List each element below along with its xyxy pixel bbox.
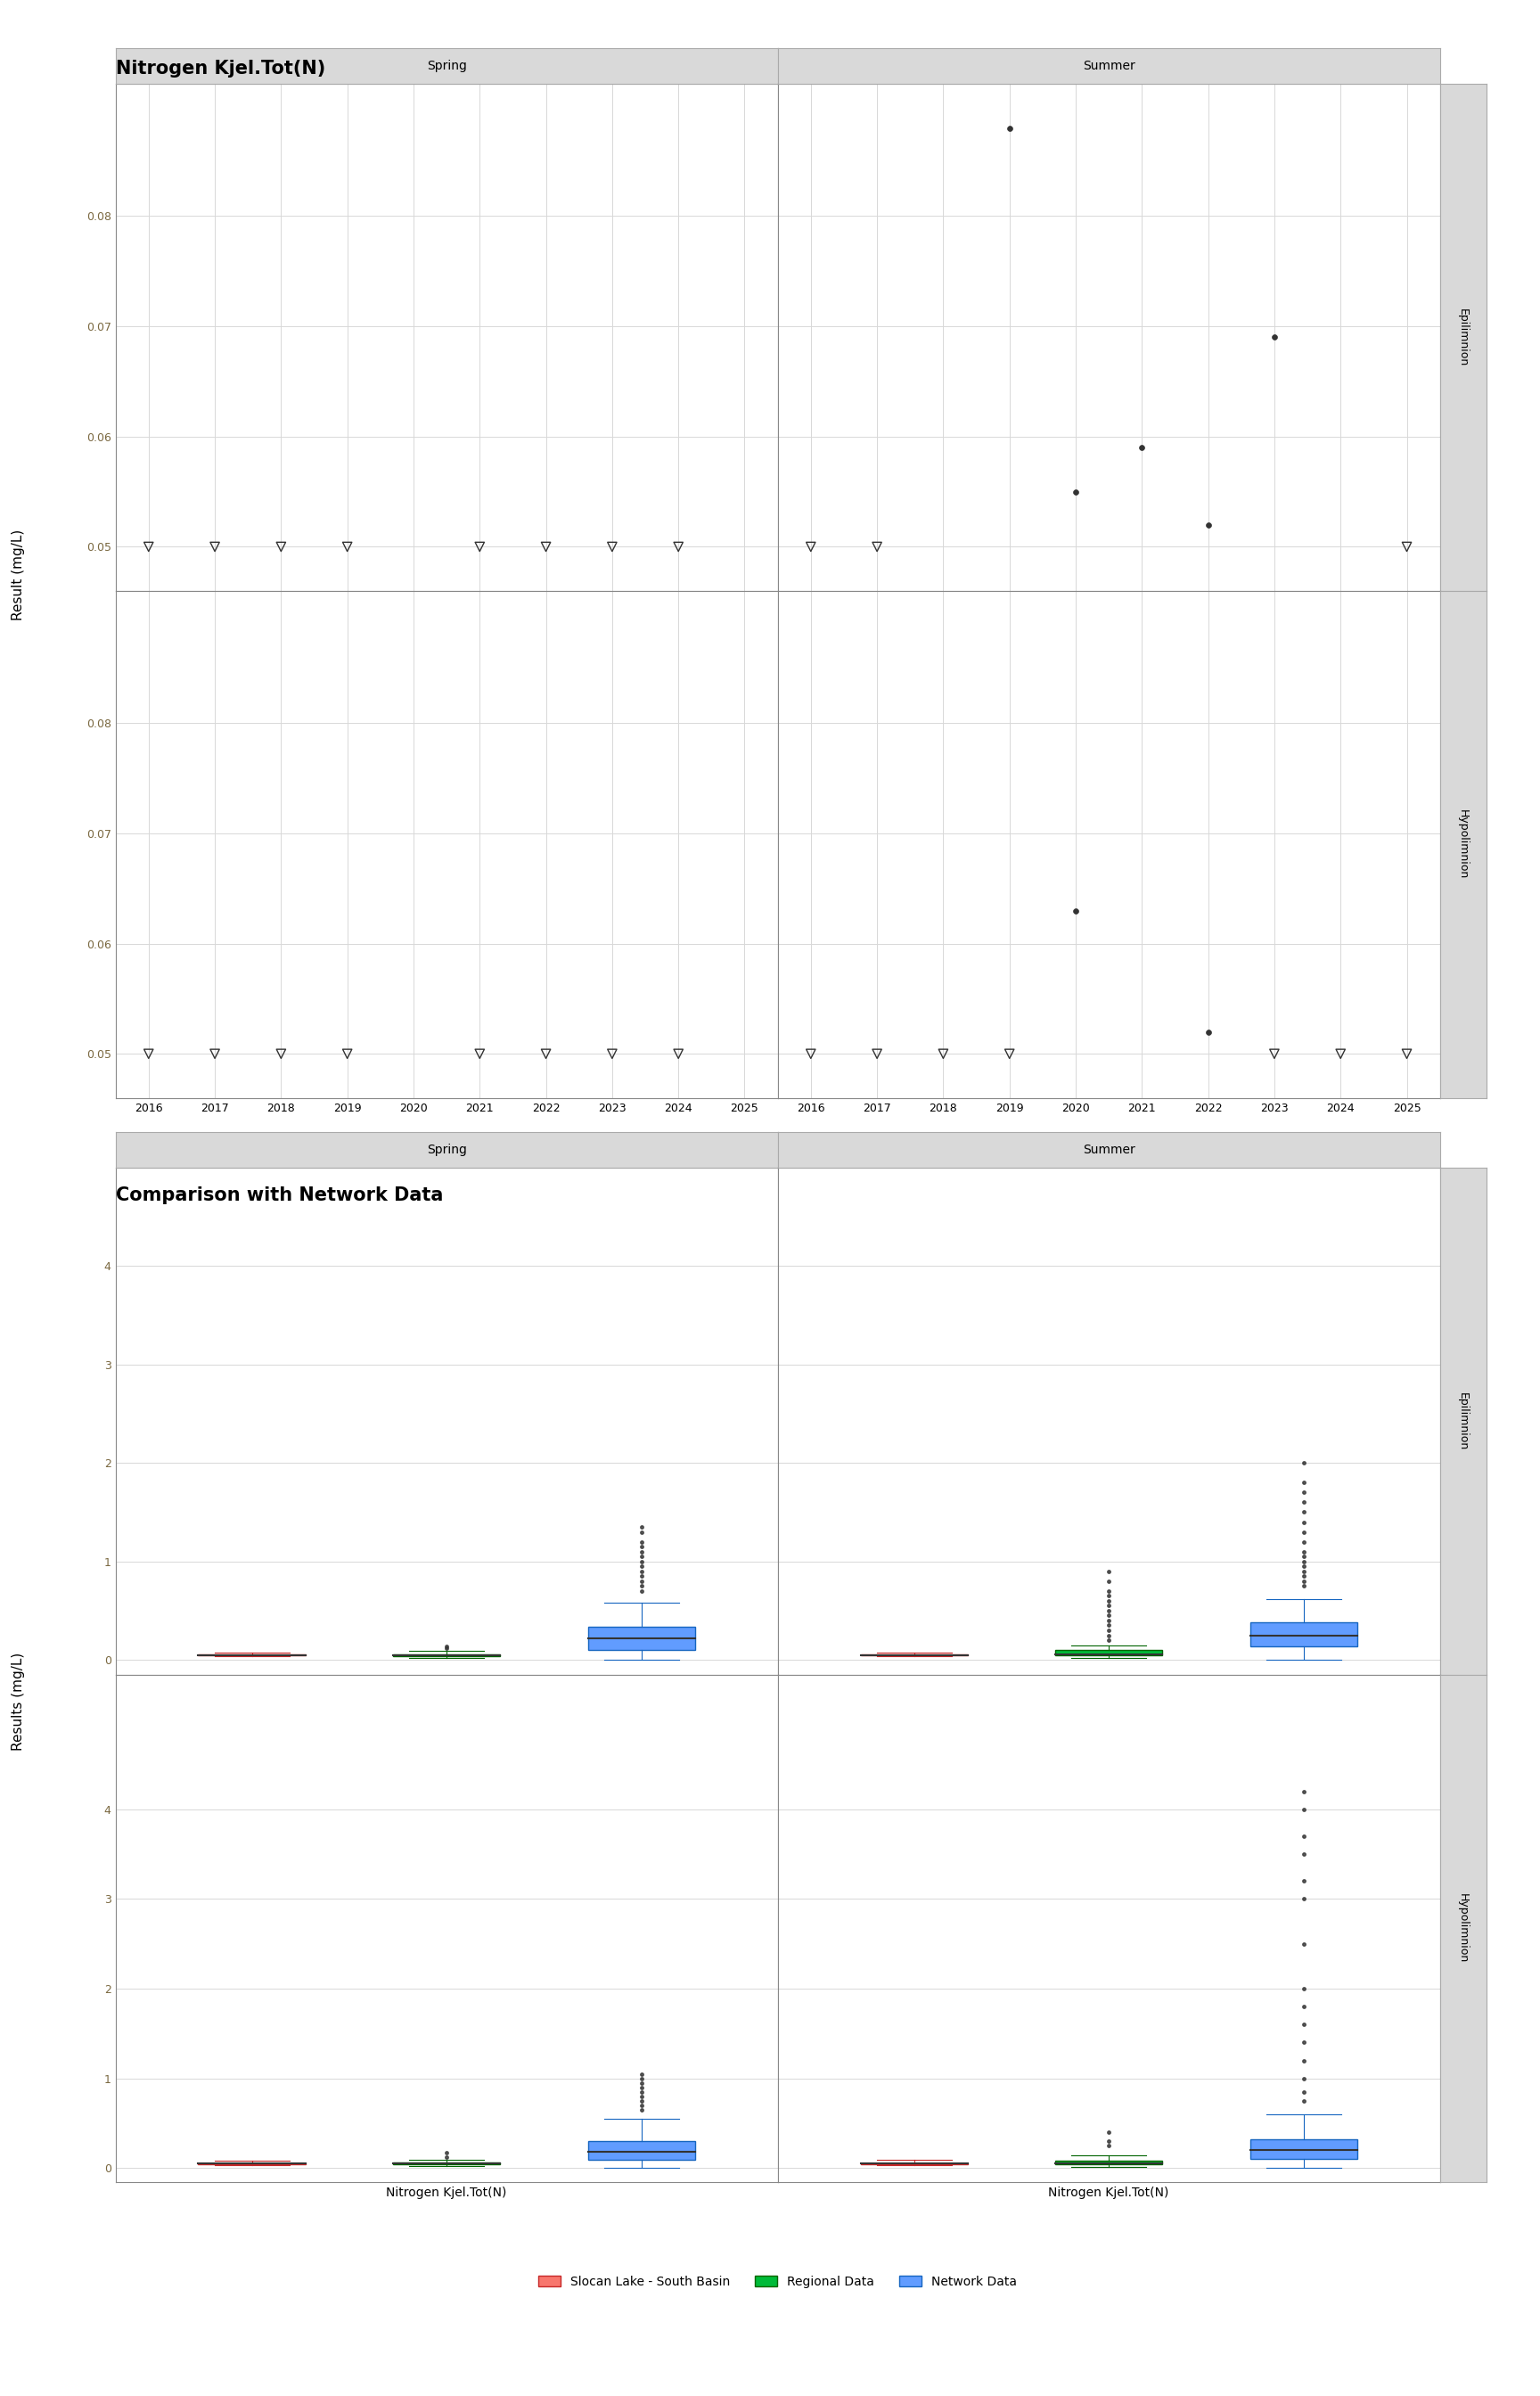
Point: [1064, 891, 1089, 930]
Point: [467, 1035, 491, 1073]
Point: [1064, 472, 1089, 510]
Point: [534, 527, 559, 565]
Bar: [1055, 1651, 1163, 1656]
Point: [203, 527, 228, 565]
Point: [1395, 1035, 1420, 1073]
Point: [865, 527, 890, 565]
Bar: [588, 2142, 695, 2161]
Point: [270, 527, 294, 565]
Point: [1263, 1035, 1287, 1073]
Point: [601, 1035, 625, 1073]
Point: [1395, 527, 1420, 565]
Point: [1263, 319, 1287, 357]
Point: [799, 1035, 824, 1073]
Point: [336, 1035, 360, 1073]
Point: [1197, 506, 1221, 544]
Point: [203, 1035, 228, 1073]
X-axis label: Nitrogen Kjel.Tot(N): Nitrogen Kjel.Tot(N): [387, 2188, 507, 2200]
Point: [1197, 1014, 1221, 1052]
Point: [467, 527, 491, 565]
Text: Results (mg/L): Results (mg/L): [12, 1651, 25, 1751]
Point: [998, 1035, 1023, 1073]
Text: Result (mg/L): Result (mg/L): [12, 530, 25, 621]
Point: [667, 527, 691, 565]
Legend: Slocan Lake - South Basin, Regional Data, Network Data: Slocan Lake - South Basin, Regional Data…: [539, 2276, 1016, 2288]
Point: [137, 527, 162, 565]
Point: [270, 1035, 294, 1073]
Bar: [1055, 2161, 1163, 2164]
Point: [667, 1035, 691, 1073]
Bar: [588, 1627, 695, 1651]
Point: [1130, 429, 1155, 467]
Point: [534, 1035, 559, 1073]
Point: [137, 1035, 162, 1073]
Point: [998, 108, 1023, 146]
Point: [865, 1035, 890, 1073]
Bar: [1250, 2140, 1357, 2159]
Text: Nitrogen Kjel.Tot(N): Nitrogen Kjel.Tot(N): [116, 60, 325, 77]
Point: [601, 527, 625, 565]
X-axis label: Nitrogen Kjel.Tot(N): Nitrogen Kjel.Tot(N): [1049, 2188, 1169, 2200]
Text: Comparison with Network Data: Comparison with Network Data: [116, 1186, 444, 1203]
Point: [932, 1035, 956, 1073]
Point: [1329, 1035, 1354, 1073]
Point: [799, 527, 824, 565]
Point: [336, 527, 360, 565]
Bar: [1250, 1622, 1357, 1646]
